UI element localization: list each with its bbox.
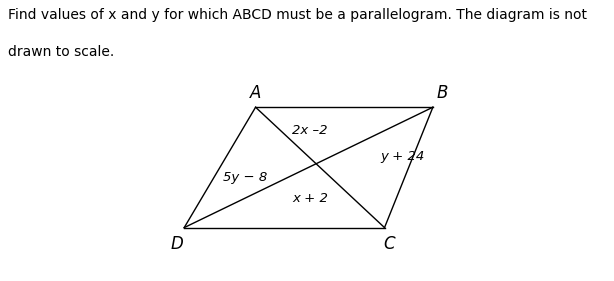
Text: 5y − 8: 5y − 8	[223, 171, 268, 184]
Text: C: C	[383, 235, 395, 253]
Text: x + 2: x + 2	[292, 192, 328, 205]
Text: y + 24: y + 24	[380, 150, 424, 163]
Text: 2x –2: 2x –2	[292, 124, 328, 137]
Text: drawn to scale.: drawn to scale.	[8, 45, 114, 59]
Text: D: D	[171, 235, 184, 253]
Text: B: B	[437, 84, 448, 102]
Text: Find values of x and y for which ABCD must be a parallelogram. The diagram is no: Find values of x and y for which ABCD mu…	[8, 8, 587, 22]
Text: A: A	[250, 84, 262, 102]
